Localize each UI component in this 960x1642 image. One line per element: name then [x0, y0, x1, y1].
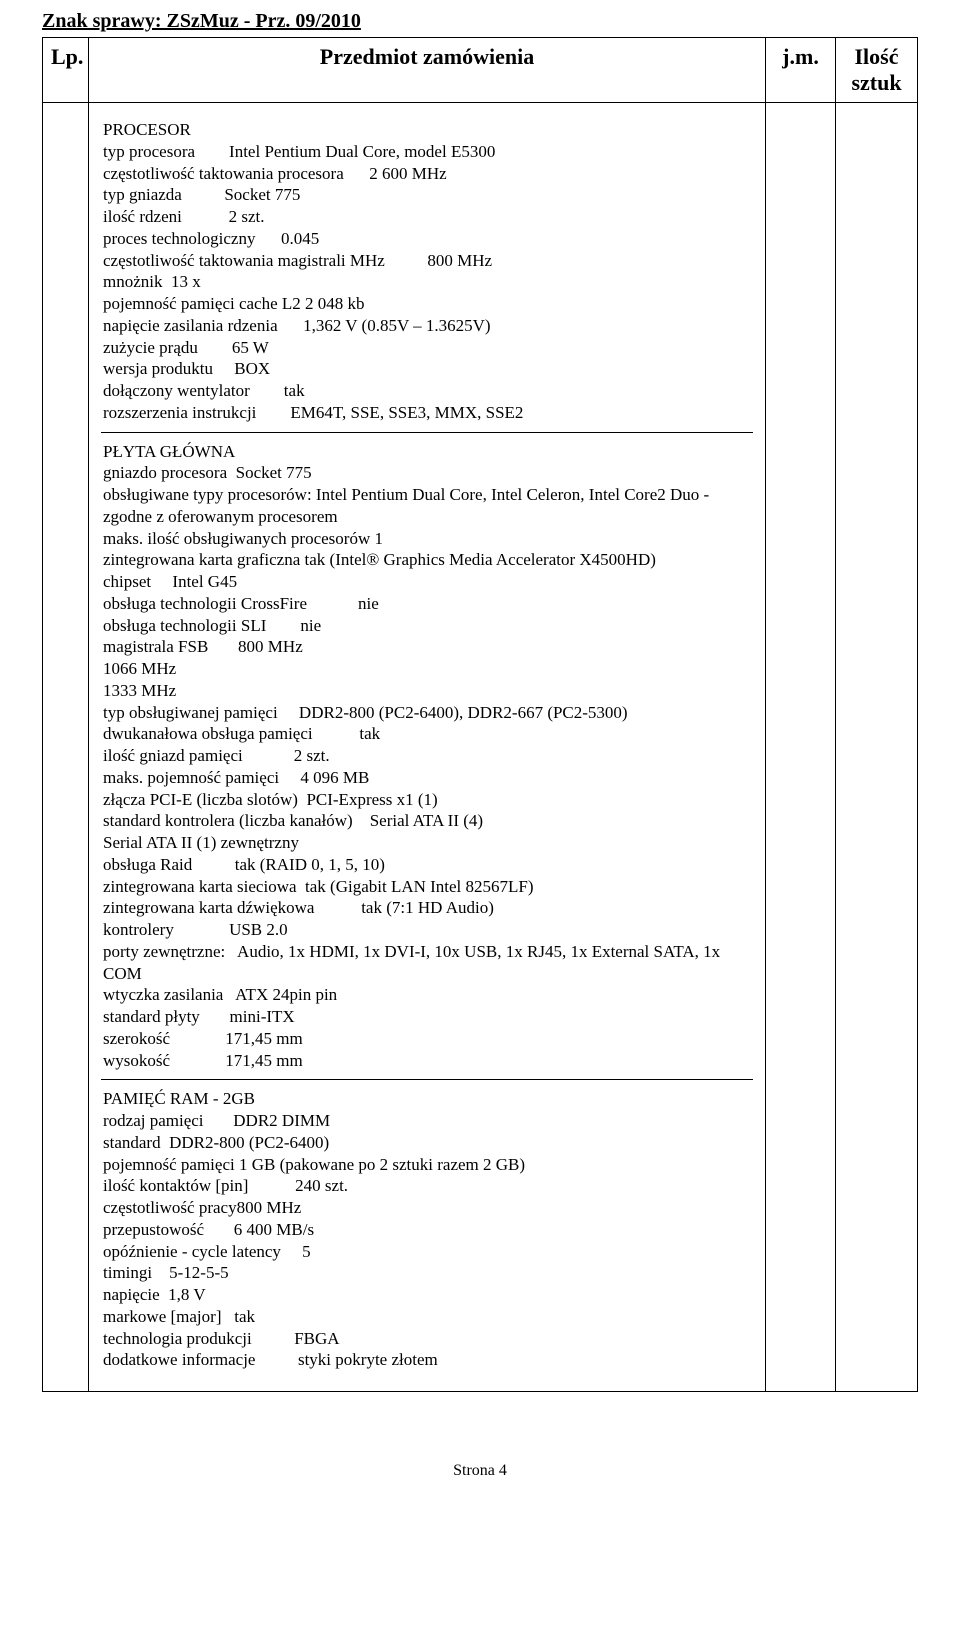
- header-qty: Ilość sztuk: [836, 38, 918, 103]
- header-subject: Przedmiot zamówienia: [89, 38, 766, 103]
- mobo-l18: obsługa Raid tak (RAID 0, 1, 5, 10): [103, 854, 751, 876]
- mobo-l20: zintegrowana karta dźwiękowa tak (7:1 HD…: [103, 897, 751, 919]
- mobo-l9: 1066 MHz: [103, 658, 751, 680]
- mobo-l10: 1333 MHz: [103, 680, 751, 702]
- ram-l5: częstotliwość pracy800 MHz: [103, 1197, 751, 1219]
- mobo-l22: porty zewnętrzne: Audio, 1x HDMI, 1x DVI…: [103, 941, 751, 985]
- processor-l13: rozszerzenia instrukcji EM64T, SSE, SSE3…: [103, 402, 751, 424]
- mobo-l1: gniazdo procesora Socket 775: [103, 462, 751, 484]
- processor-l1: typ procesora Intel Pentium Dual Core, m…: [103, 141, 751, 163]
- mobo-l3: maks. ilość obsługiwanych procesorów 1: [103, 528, 751, 550]
- cell-qty: [836, 103, 918, 1392]
- page-footer: Strona 4: [42, 1462, 918, 1480]
- mobo-l6: obsługa technologii CrossFire nie: [103, 593, 751, 615]
- ram-l11: technologia produkcji FBGA: [103, 1328, 751, 1350]
- cell-lp: [43, 103, 89, 1392]
- processor-l10: zużycie prądu 65 W: [103, 337, 751, 359]
- processor-l11: wersja produktu BOX: [103, 358, 751, 380]
- cell-subject: PROCESOR typ procesora Intel Pentium Dua…: [89, 103, 766, 1392]
- section-mobo: PŁYTA GŁÓWNA gniazdo procesora Socket 77…: [101, 435, 753, 1081]
- mobo-l17: Serial ATA II (1) zewnętrzny: [103, 832, 751, 854]
- mobo-l12: dwukanałowa obsługa pamięci tak: [103, 723, 751, 745]
- mobo-l26: wysokość 171,45 mm: [103, 1050, 751, 1072]
- header-lp: Lp.: [43, 38, 89, 103]
- ram-l3: pojemność pamięci 1 GB (pakowane po 2 sz…: [103, 1154, 751, 1176]
- mobo-l5: chipset Intel G45: [103, 571, 751, 593]
- ram-title: PAMIĘĆ RAM - 2GB: [103, 1088, 751, 1110]
- cell-jm: [766, 103, 836, 1392]
- header-qty-l2: sztuk: [844, 70, 909, 96]
- ram-l1: rodzaj pamięci DDR2 DIMM: [103, 1110, 751, 1132]
- mobo-l16: standard kontrolera (liczba kanałów) Ser…: [103, 810, 751, 832]
- processor-title: PROCESOR: [103, 119, 751, 141]
- section-processor: PROCESOR typ procesora Intel Pentium Dua…: [101, 113, 753, 433]
- ram-l10: markowe [major] tak: [103, 1306, 751, 1328]
- header-jm: j.m.: [766, 38, 836, 103]
- processor-l4: ilość rdzeni 2 szt.: [103, 206, 751, 228]
- case-number: Znak sprawy: ZSzMuz - Prz. 09/2010: [42, 10, 918, 33]
- processor-l7: mnożnik 13 x: [103, 271, 751, 293]
- ram-l7: opóźnienie - cycle latency 5: [103, 1241, 751, 1263]
- header-qty-l1: Ilość: [855, 44, 899, 69]
- mobo-l2: obsługiwane typy procesorów: Intel Penti…: [103, 484, 751, 528]
- mobo-l21: kontrolery USB 2.0: [103, 919, 751, 941]
- ram-l9: napięcie 1,8 V: [103, 1284, 751, 1306]
- mobo-l14: maks. pojemność pamięci 4 096 MB: [103, 767, 751, 789]
- mobo-l7: obsługa technologii SLI nie: [103, 615, 751, 637]
- ram-l4: ilość kontaktów [pin] 240 szt.: [103, 1175, 751, 1197]
- ram-l6: przepustowość 6 400 MB/s: [103, 1219, 751, 1241]
- mobo-l25: szerokość 171,45 mm: [103, 1028, 751, 1050]
- ram-l2: standard DDR2-800 (PC2-6400): [103, 1132, 751, 1154]
- ram-l12: dodatkowe informacje styki pokryte złote…: [103, 1349, 751, 1371]
- processor-l3: typ gniazda Socket 775: [103, 184, 751, 206]
- mobo-l24: standard płyty mini-ITX: [103, 1006, 751, 1028]
- mobo-title: PŁYTA GŁÓWNA: [103, 441, 751, 463]
- mobo-l11: typ obsługiwanej pamięci DDR2-800 (PC2-6…: [103, 702, 751, 724]
- processor-l2: częstotliwość taktowania procesora 2 600…: [103, 163, 751, 185]
- mobo-l4: zintegrowana karta graficzna tak (Intel®…: [103, 549, 751, 571]
- processor-l8: pojemność pamięci cache L2 2 048 kb: [103, 293, 751, 315]
- processor-l6: częstotliwość taktowania magistrali MHz …: [103, 250, 751, 272]
- processor-l5: proces technologiczny 0.045: [103, 228, 751, 250]
- mobo-l23: wtyczka zasilania ATX 24pin pin: [103, 984, 751, 1006]
- mobo-l13: ilość gniazd pamięci 2 szt.: [103, 745, 751, 767]
- mobo-l19: zintegrowana karta sieciowa tak (Gigabit…: [103, 876, 751, 898]
- section-ram: PAMIĘĆ RAM - 2GB rodzaj pamięci DDR2 DIM…: [101, 1082, 753, 1379]
- mobo-l15: złącza PCI-E (liczba slotów) PCI-Express…: [103, 789, 751, 811]
- specification-table: Lp. Przedmiot zamówienia j.m. Ilość sztu…: [42, 37, 918, 1392]
- mobo-l8: magistrala FSB 800 MHz: [103, 636, 751, 658]
- ram-l8: timingi 5-12-5-5: [103, 1262, 751, 1284]
- processor-l12: dołączony wentylator tak: [103, 380, 751, 402]
- processor-l9: napięcie zasilania rdzenia 1,362 V (0.85…: [103, 315, 751, 337]
